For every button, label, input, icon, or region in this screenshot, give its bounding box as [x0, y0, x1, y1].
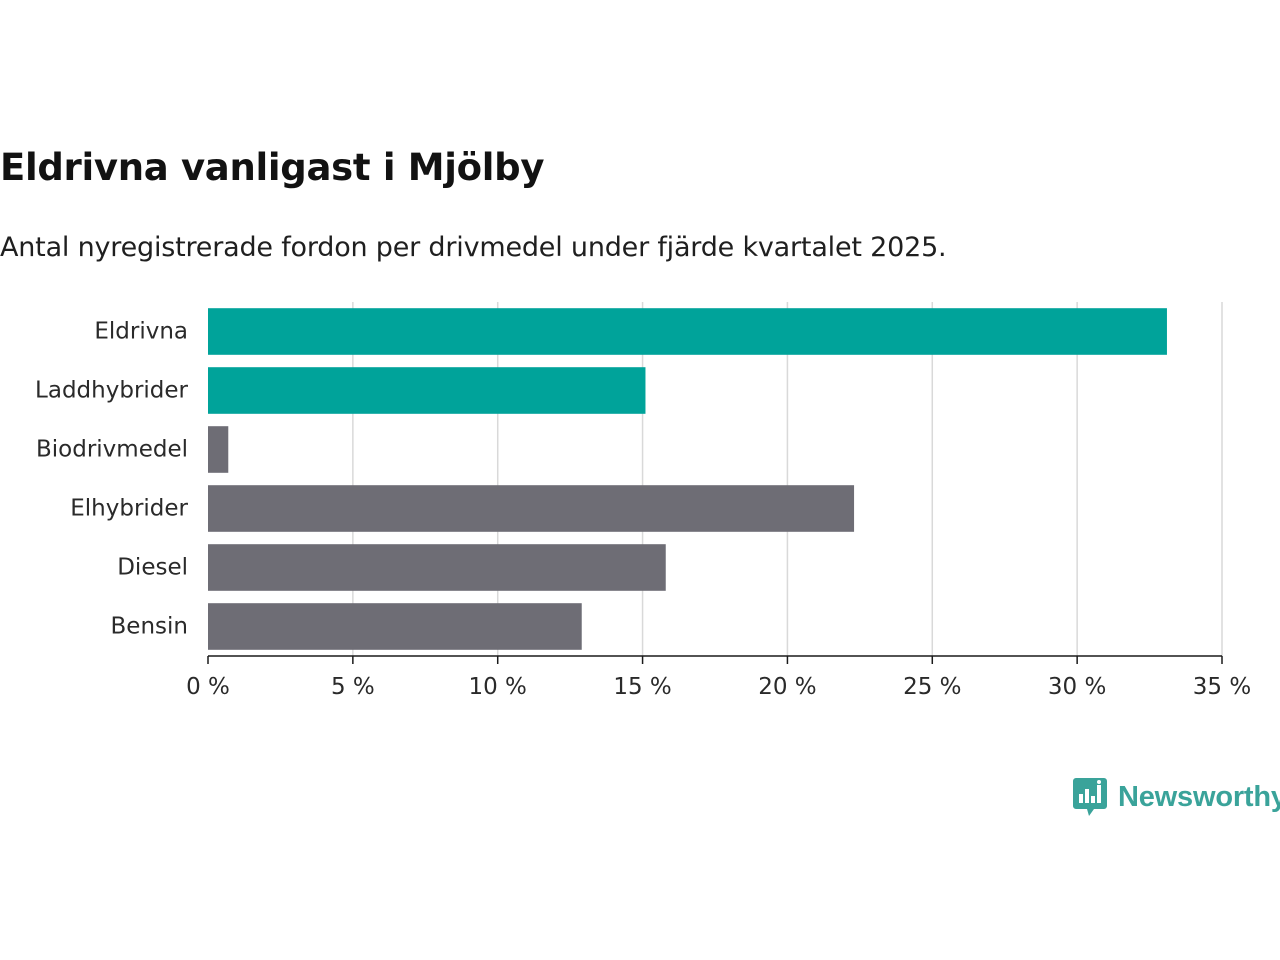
x-tick-label-5: 25 % — [903, 674, 961, 700]
newsworthy-logo-icon — [1073, 778, 1107, 816]
bar-4 — [208, 544, 666, 591]
x-tick-label-3: 15 % — [613, 674, 671, 700]
bar-5 — [208, 603, 582, 650]
x-tick-label-4: 20 % — [758, 674, 816, 700]
category-label-2: Biodrivmedel — [36, 437, 188, 463]
x-tick-label-7: 35 % — [1193, 674, 1251, 700]
chart-title: Eldrivna vanligast i Mjölby — [0, 146, 545, 189]
newsworthy-logo: Newsworthy — [1072, 776, 1280, 818]
brand-name: Newsworthy — [1118, 780, 1280, 813]
bar-3 — [208, 485, 855, 532]
x-tick-label-6: 30 % — [1048, 674, 1106, 700]
x-tick-label-2: 10 % — [468, 674, 526, 700]
bar-0 — [208, 308, 1167, 355]
x-tick-label-1: 5 % — [331, 674, 375, 700]
bar-1 — [208, 367, 646, 414]
category-label-4: Diesel — [117, 555, 188, 581]
category-label-3: Elhybrider — [70, 496, 188, 522]
bar-2 — [208, 426, 229, 473]
category-label-0: Eldrivna — [94, 319, 188, 345]
category-label-1: Laddhybrider — [35, 378, 188, 404]
chart-subtitle: Antal nyregistrerade fordon per drivmede… — [0, 232, 947, 263]
x-tick-label-0: 0 % — [186, 674, 230, 700]
category-label-5: Bensin — [111, 614, 188, 640]
